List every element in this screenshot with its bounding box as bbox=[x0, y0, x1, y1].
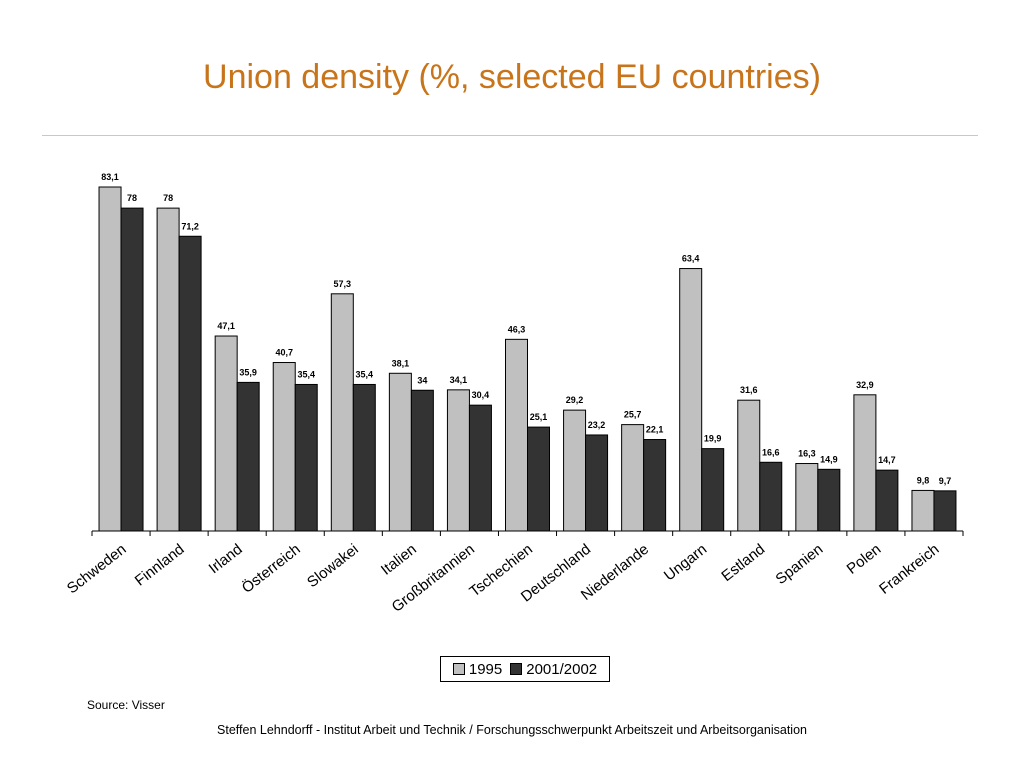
category-label: Ungarn bbox=[661, 541, 710, 585]
bar-2001-2002 bbox=[178, 235, 202, 532]
data-label-2001-2002: 19,9 bbox=[704, 434, 722, 444]
bar-2001-2002 bbox=[817, 468, 841, 532]
data-label-2001-2002: 35,4 bbox=[297, 369, 315, 379]
bar-1995 bbox=[98, 186, 122, 532]
data-label-1995: 47,1 bbox=[217, 321, 235, 331]
legend-swatch-1995 bbox=[452, 663, 465, 675]
data-label-2001-2002: 23,2 bbox=[588, 420, 606, 430]
category-label: Irland bbox=[206, 541, 246, 578]
bar-2001-2002 bbox=[120, 207, 144, 532]
category-label: Polen bbox=[844, 541, 885, 578]
bar-2001-2002 bbox=[410, 389, 434, 532]
bar-1995 bbox=[272, 362, 296, 532]
data-label-1995: 16,3 bbox=[798, 449, 816, 459]
data-label-2001-2002: 22,1 bbox=[646, 425, 664, 435]
bar-2001-2002 bbox=[468, 404, 492, 532]
category-label: Spanien bbox=[772, 541, 826, 588]
title-divider bbox=[42, 135, 978, 136]
category-label: Schweden bbox=[64, 541, 130, 598]
bar-chart: 83,1 78 78 71,2 47,1 35,9 40,7 35,4 57,3 35,4 38,1… bbox=[64, 172, 964, 616]
bar-2001-2002 bbox=[236, 381, 260, 532]
legend-item-1995: 1995 bbox=[452, 660, 503, 678]
category-label: Österreich bbox=[238, 540, 304, 597]
data-label-2001-2002: 25,1 bbox=[530, 412, 548, 422]
category-label: Slowakei bbox=[304, 541, 362, 591]
bar-1995 bbox=[330, 293, 354, 532]
bar-2001-2002 bbox=[643, 439, 667, 532]
data-label-1995: 40,7 bbox=[275, 348, 293, 358]
bar-2001-2002 bbox=[875, 469, 899, 532]
chart-legend: 1995 2001/2002 bbox=[440, 656, 610, 682]
data-label-2001-2002: 14,9 bbox=[820, 454, 838, 464]
category-label: Finnland bbox=[132, 541, 188, 590]
data-label-2001-2002: 71,2 bbox=[181, 221, 199, 231]
legend-item-2001-2002: 2001/2002 bbox=[510, 661, 597, 678]
bar-1995 bbox=[795, 463, 819, 532]
data-label-2001-2002: 16,6 bbox=[762, 447, 780, 457]
bar-2001-2002 bbox=[527, 426, 550, 532]
bar-1995 bbox=[505, 338, 528, 532]
legend-label-2001-2002: 2001/2002 bbox=[526, 660, 598, 678]
data-label-1995: 25,7 bbox=[624, 410, 642, 420]
bar-1995 bbox=[679, 268, 703, 532]
bar-2001-2002 bbox=[352, 383, 376, 532]
data-label-1995: 83,1 bbox=[101, 172, 119, 182]
bar-2001-2002 bbox=[759, 461, 783, 532]
category-label: Italien bbox=[378, 541, 420, 579]
chart-title: Union density (%, selected EU countries) bbox=[203, 58, 821, 96]
data-label-1995: 9,8 bbox=[917, 475, 930, 485]
data-label-2001-2002: 14,7 bbox=[878, 455, 896, 465]
category-label: Estland bbox=[718, 541, 768, 585]
data-label-2001-2002: 35,4 bbox=[356, 369, 374, 379]
data-label-1995: 29,2 bbox=[566, 395, 584, 405]
bar-1995 bbox=[853, 394, 877, 532]
data-label-1995: 78 bbox=[163, 193, 173, 203]
data-label-1995: 32,9 bbox=[856, 380, 874, 390]
bar-2001-2002 bbox=[294, 383, 318, 532]
bar-1995 bbox=[388, 372, 412, 532]
data-label-2001-2002: 35,9 bbox=[239, 367, 257, 377]
data-label-1995: 63,4 bbox=[682, 254, 700, 264]
legend-swatch-2001-2002 bbox=[510, 663, 523, 675]
data-label-2001-2002: 30,4 bbox=[472, 390, 490, 400]
data-label-1995: 57,3 bbox=[334, 279, 352, 289]
data-label-2001-2002: 34 bbox=[417, 375, 427, 385]
bar-1995 bbox=[737, 399, 761, 532]
footer-credit: Steffen Lehndorff - Institut Arbeit und … bbox=[217, 723, 807, 737]
bar-2001-2002 bbox=[585, 434, 609, 532]
data-label-1995: 46,3 bbox=[508, 324, 526, 334]
bar-1995 bbox=[156, 207, 180, 532]
bar-1995 bbox=[911, 489, 935, 532]
bar-1995 bbox=[446, 389, 470, 532]
data-label-1995: 31,6 bbox=[740, 385, 758, 395]
bar-2001-2002 bbox=[701, 448, 725, 532]
legend-label-1995: 1995 bbox=[468, 660, 503, 678]
data-label-1995: 38,1 bbox=[392, 358, 410, 368]
source-note: Source: Visser bbox=[87, 698, 165, 712]
bar-1995 bbox=[621, 424, 645, 532]
data-label-1995: 34,1 bbox=[450, 375, 468, 385]
bar-1995 bbox=[563, 409, 587, 532]
data-label-2001-2002: 9,7 bbox=[939, 476, 952, 486]
data-label-2001-2002: 78 bbox=[127, 193, 137, 203]
bar-2001-2002 bbox=[933, 490, 957, 532]
category-label: Frankreich bbox=[876, 541, 942, 598]
bar-1995 bbox=[214, 335, 238, 532]
